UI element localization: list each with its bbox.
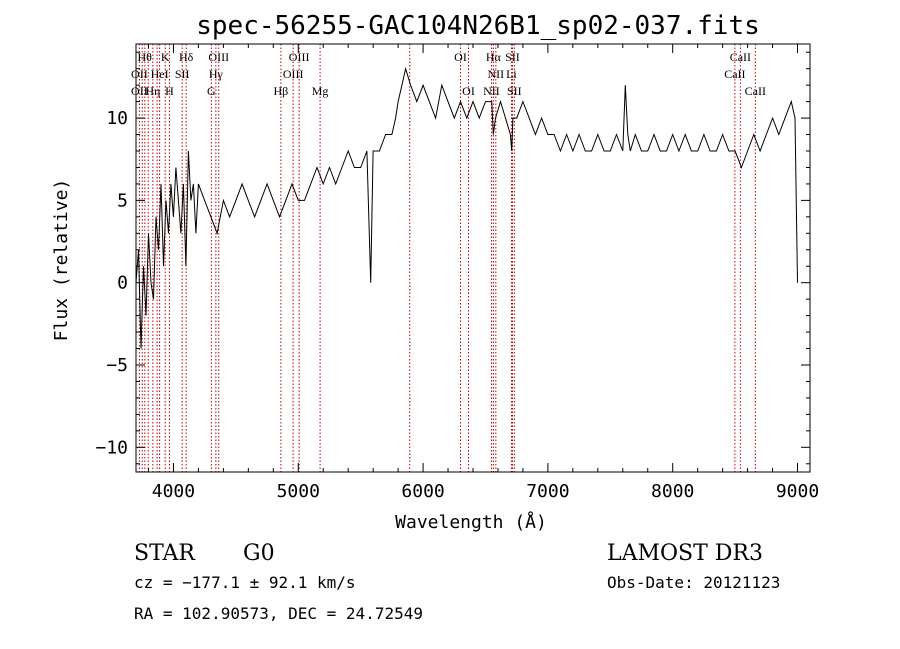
line-label: OIII xyxy=(208,50,229,64)
x-axis-ticks: 4000 5000 6000 7000 8000 9000 xyxy=(147,44,819,502)
y-tick-label: 10 xyxy=(106,108,128,129)
line-label: Li xyxy=(506,67,517,81)
survey-name: LAMOST DR3 xyxy=(607,541,763,566)
y-tick-label: 5 xyxy=(117,190,128,211)
line-label: OII xyxy=(131,67,148,81)
x-tick-label: 9000 xyxy=(776,481,819,502)
line-label: HeI xyxy=(151,67,169,81)
y-tick-label: −5 xyxy=(106,355,128,376)
line-label: OII xyxy=(131,84,148,98)
line-label: G xyxy=(207,84,216,98)
line-label: CaII xyxy=(730,50,751,64)
y-tick-label: 0 xyxy=(117,273,128,294)
y-axis-ticks: −10 −5 0 5 10 xyxy=(95,51,810,465)
y-axis-label: Flux (relative) xyxy=(51,179,72,342)
line-label: Hγ xyxy=(209,67,224,81)
line-label: SII xyxy=(507,84,522,98)
line-label: OIII xyxy=(289,50,310,64)
y-tick-label: −10 xyxy=(95,437,128,458)
plot-frame xyxy=(135,43,811,473)
line-label: OIII xyxy=(283,67,304,81)
line-label: H xyxy=(165,84,174,98)
line-label: OI xyxy=(462,84,475,98)
line-label: Hβ xyxy=(274,84,289,98)
line-label: SII xyxy=(175,67,190,81)
line-label: K xyxy=(161,50,170,64)
spectral-line-markers xyxy=(138,44,756,472)
line-label: OI xyxy=(454,50,467,64)
coordinates: RA = 102.90573, DEC = 24.72549 xyxy=(134,604,423,623)
line-label: NII xyxy=(488,67,505,81)
line-label: Hθ xyxy=(138,50,153,64)
line-label: Hδ xyxy=(179,50,194,64)
line-label: Mg xyxy=(312,84,329,98)
line-label: SII xyxy=(505,50,520,64)
x-tick-label: 4000 xyxy=(152,481,195,502)
line-label: CaII xyxy=(724,67,745,81)
redshift-info: cz = −177.1 ± 92.1 km/s xyxy=(134,573,356,592)
line-label: Hα xyxy=(486,50,502,64)
object-subclass: G0 xyxy=(243,541,275,566)
chart-title: spec-56255-GAC104N26B1_sp02-037.fits xyxy=(196,11,760,41)
line-label: CaII xyxy=(745,84,766,98)
x-tick-label: 8000 xyxy=(651,481,694,502)
object-class: STAR xyxy=(134,541,196,566)
x-tick-label: 7000 xyxy=(526,481,569,502)
x-tick-label: 6000 xyxy=(401,481,444,502)
x-axis-label: Wavelength (Å) xyxy=(395,511,547,533)
x-tick-label: 5000 xyxy=(277,481,320,502)
line-label: NII xyxy=(483,84,500,98)
line-label: Hη xyxy=(145,84,160,98)
spectrum-series xyxy=(135,66,798,349)
obs-date: Obs-Date: 20121123 xyxy=(607,573,780,592)
